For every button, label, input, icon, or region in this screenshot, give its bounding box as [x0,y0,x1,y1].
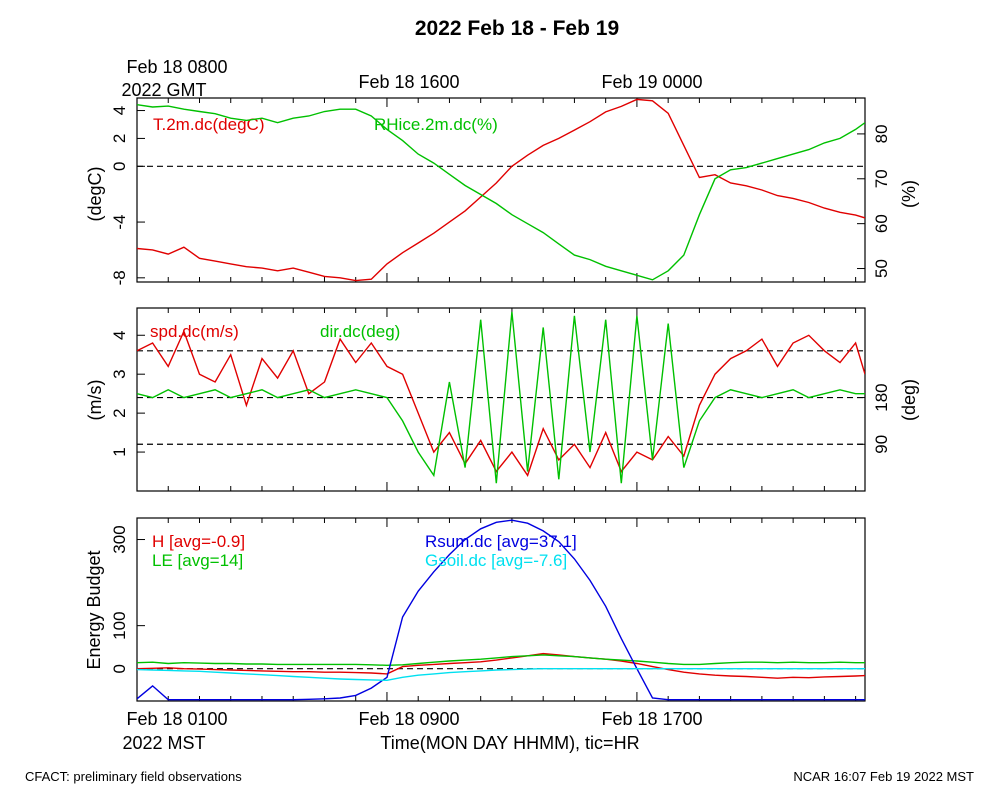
series-line-2-0 [137,652,865,679]
legend-entry: H [avg=-0.9] [152,532,245,551]
y-tick-label: 1 [110,447,129,456]
series-line-2-1 [137,654,865,667]
mst-tick-label-2: Feb 18 1700 [601,709,702,729]
y-tick-label: 3 [110,369,129,378]
y-tick-label: -4 [110,214,129,229]
series-line-1-1 [137,311,865,484]
panel1-ylabel: (degC) [85,166,105,221]
plot-frame [136,97,866,283]
panel2-y2label: (deg) [899,379,919,421]
legend-entry: RHice.2m.dc(%) [374,115,498,134]
y-tick-label: 100 [110,611,129,639]
series-line-0-1 [137,104,865,281]
footer-right: NCAR 16:07 Feb 19 2022 MST [793,769,974,784]
panel-temperature-rh: -8 -4 0 2 4 50 60 70 80 T.2m.dc(degC) RHice.2m.dc(… [110,97,891,285]
mst-tick-label-0: Feb 18 0100 [126,709,227,729]
legend-entry: Rsum.dc [avg=37.1] [425,532,577,551]
footer-left: CFACT: preliminary field observations [25,769,242,784]
y2-tick-label: 60 [872,214,891,233]
y2-tick-label: 80 [872,124,891,143]
mst-sub-label: 2022 MST [122,733,205,753]
y2-tick-label: 90 [872,435,891,454]
y-tick-label: -8 [110,270,129,285]
gmt-tick-label-2: Feb 19 0000 [601,72,702,92]
gmt-tick-label-1: Feb 18 1600 [358,72,459,92]
y-tick-label: 4 [110,106,129,115]
y-tick-label: 2 [110,134,129,143]
y-tick-label: 300 [110,525,129,553]
legend-entry: LE [avg=14] [152,551,243,570]
legend-entry: dir.dc(deg) [320,322,400,341]
gmt-sub-label: 2022 GMT [121,80,206,100]
legend-entry: spd.dc(m/s) [150,322,239,341]
panel2-ylabel: (m/s) [85,380,105,421]
panel1-y2label: (%) [899,180,919,208]
plot-frame [136,307,866,492]
y2-tick-label: 50 [872,259,891,278]
panel3-ylabel: Energy Budget [84,550,104,669]
legend-entry: T.2m.dc(degC) [153,115,264,134]
y-tick-label: 2 [110,408,129,417]
panel-wind: 1 2 3 4 90 180 spd.dc(m/s) dir.dc(deg) [110,307,891,492]
series-line-2-3 [137,668,865,682]
y2-tick-label: 70 [872,169,891,188]
panel-energy-budget: 0 100 300 H [avg=-0.9]LE [avg=14] Rsum.dc [a… [110,517,866,702]
gmt-tick-label-0: Feb 18 0800 [126,57,227,77]
series-line-2-2 [137,519,865,701]
legend-entry: Gsoil.dc [avg=-7.6] [425,551,567,570]
y-tick-label: 0 [110,664,129,673]
mst-tick-label-1: Feb 18 0900 [358,709,459,729]
y2-tick-label: 180 [872,383,891,411]
series-line-0-0 [137,98,865,282]
chart-title: 2022 Feb 18 - Feb 19 [415,17,619,40]
y-tick-label: 0 [110,162,129,171]
y-tick-label: 4 [110,331,129,340]
x-axis-label: Time(MON DAY HHMM), tic=HR [380,733,639,753]
plot-frame [136,517,866,702]
series-line-1-0 [137,329,865,477]
